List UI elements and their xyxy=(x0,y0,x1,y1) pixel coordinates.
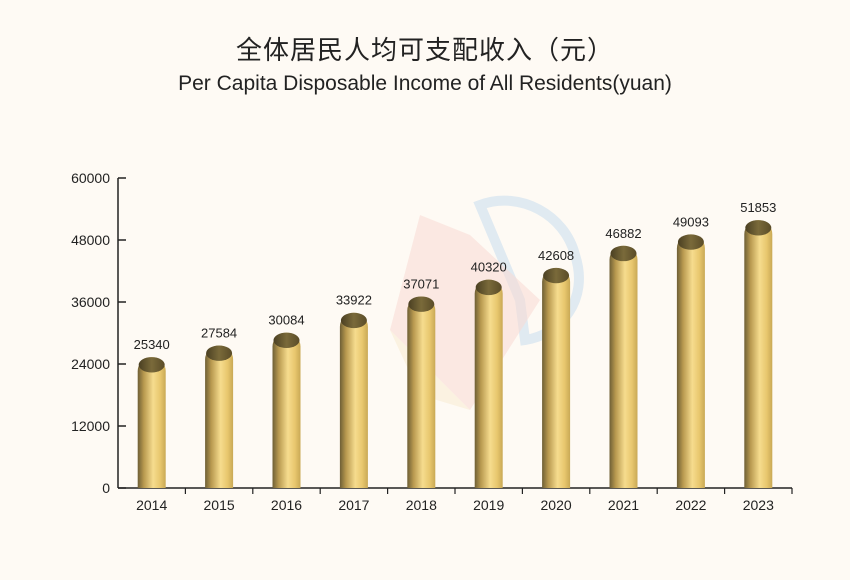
bars-group xyxy=(137,220,773,488)
y-tick-label: 60000 xyxy=(71,170,110,186)
y-tick-label: 0 xyxy=(102,480,110,496)
data-label: 51853 xyxy=(740,200,776,215)
x-tick-label: 2021 xyxy=(608,497,639,513)
y-tick-label: 36000 xyxy=(71,294,110,310)
bar-cap xyxy=(340,312,367,329)
data-label: 37071 xyxy=(403,276,439,291)
bar-cap xyxy=(138,357,165,373)
chart-subtitle: Per Capita Disposable Income of All Resi… xyxy=(178,72,672,95)
bar xyxy=(676,234,705,488)
bar-cap xyxy=(543,267,570,284)
bar-cap xyxy=(408,296,435,312)
bar xyxy=(474,279,503,488)
y-tick-label: 48000 xyxy=(71,232,110,248)
axes: 0 12000 24000 36000 48000 60000 2014 2015 2016 20… xyxy=(71,170,793,513)
bar-cap xyxy=(610,245,637,262)
bar xyxy=(744,220,773,488)
y-tick-label: 12000 xyxy=(71,418,110,434)
bar xyxy=(272,332,301,488)
chart-title: 全体居民人均可支配收入（元） xyxy=(235,36,614,66)
bar-cap xyxy=(475,279,502,296)
x-tick-label: 2019 xyxy=(473,497,504,513)
data-label: 33922 xyxy=(336,293,372,308)
bar-cap xyxy=(745,220,772,236)
x-tick-label: 2017 xyxy=(338,497,369,513)
x-tick-label: 2014 xyxy=(136,497,167,513)
bar xyxy=(609,245,638,488)
x-tick-label: 2022 xyxy=(675,497,706,513)
data-labels-group: 25340 27584 30084 33922 37071 40320 42608 46882… xyxy=(134,200,777,352)
x-tick-label: 2020 xyxy=(541,497,572,513)
bar xyxy=(542,267,571,488)
bar xyxy=(339,312,368,488)
x-tick-label: 2018 xyxy=(406,497,437,513)
data-label: 49093 xyxy=(673,214,709,229)
bar-cap xyxy=(677,234,704,250)
data-label: 46882 xyxy=(605,226,641,241)
bar xyxy=(137,357,166,488)
y-tick-label: 24000 xyxy=(71,356,110,372)
bar-cap xyxy=(273,332,300,348)
x-tick-label: 2023 xyxy=(743,497,774,513)
bar-cap xyxy=(206,345,233,361)
data-label: 40320 xyxy=(471,260,507,275)
bar xyxy=(407,296,436,488)
bar xyxy=(205,345,234,488)
data-label: 42608 xyxy=(538,248,574,263)
data-label: 30084 xyxy=(268,313,304,328)
data-label: 27584 xyxy=(201,325,237,340)
x-tick-label: 2015 xyxy=(204,497,235,513)
data-label: 25340 xyxy=(134,337,170,352)
x-tick-label: 2016 xyxy=(271,497,302,513)
